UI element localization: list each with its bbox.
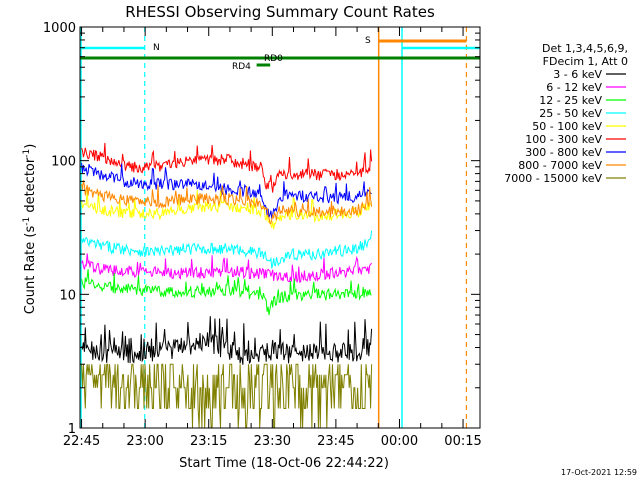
- series-line-1: [81, 253, 372, 284]
- axes: 1 10 100 1000 22:45 23:00 23:15 23:30 23:45 00:00…: [43, 21, 482, 449]
- data-series: [81, 142, 373, 429]
- legend-entry-label: 100 - 300 keV: [525, 133, 602, 146]
- x-tick-label: 23:00: [126, 434, 163, 449]
- legend-entry-label: 12 - 25 keV: [539, 94, 602, 107]
- series-line-6: [81, 162, 372, 219]
- legend-entry-label: 50 - 100 keV: [532, 120, 602, 133]
- y-axis-label-sup2: -1: [22, 149, 32, 158]
- event-bands: N S RD0 RD4: [80, 27, 480, 428]
- x-tick-label: 23:45: [317, 434, 354, 449]
- y-tick-label: 1: [68, 422, 76, 437]
- x-axis-label: Start Time (18-Oct-06 22:44:22): [179, 456, 389, 471]
- night-flag-label: N: [153, 43, 160, 53]
- legend-header-line: Det 1,3,4,5,6,9,: [542, 42, 628, 55]
- legend-entry-label: 25 - 50 keV: [539, 107, 602, 120]
- legend-entry-label: 3 - 6 keV: [553, 68, 602, 81]
- legend-entry-label: 7000 - 15000 keV: [504, 172, 602, 185]
- y-axis-label-part3: ): [23, 144, 38, 149]
- x-tick-label: 00:00: [381, 434, 418, 449]
- x-tick-label: 22:45: [63, 434, 100, 449]
- saa-flag-label: S: [365, 36, 371, 46]
- series-line-5: [81, 142, 373, 193]
- x-tick-label: 23:30: [254, 434, 291, 449]
- series-line-8: [81, 363, 373, 429]
- y-axis-label: Count Rate (s-1 detector-1): [22, 144, 38, 315]
- legend-entry-label: 800 - 7000 keV: [518, 159, 602, 172]
- series-line-0: [81, 316, 373, 365]
- plot-frame: [79, 26, 481, 429]
- chart-title: RHESSI Observing Summary Count Rates: [125, 3, 435, 21]
- y-axis-label-part2: detector: [23, 157, 38, 217]
- x-tick-label: 00:15: [444, 434, 481, 449]
- timestamp: 17-Oct-2021 12:59: [561, 468, 637, 477]
- x-tick-label: 23:15: [190, 434, 227, 449]
- series-line-3: [81, 230, 373, 269]
- legend-entry-label: 6 - 12 keV: [546, 81, 602, 94]
- y-tick-label: 100: [51, 155, 76, 170]
- y-tick-label: 1000: [43, 21, 76, 36]
- legend: Det 1,3,4,5,6,9,FDecim 1, Att 03 - 6 keV…: [504, 42, 628, 185]
- y-axis-label-part1: Count Rate (s: [23, 226, 38, 315]
- y-tick-label: 10: [59, 288, 76, 303]
- y-axis-label-sup1: -1: [22, 217, 32, 226]
- series-line-7: [81, 180, 373, 224]
- legend-entry-label: 300 - 800 keV: [525, 146, 602, 159]
- series-line-2: [81, 269, 372, 316]
- legend-header-line: FDecim 1, Att 0: [543, 55, 628, 68]
- rd0-label: RD0: [264, 54, 283, 64]
- rd4-label: RD4: [232, 62, 251, 72]
